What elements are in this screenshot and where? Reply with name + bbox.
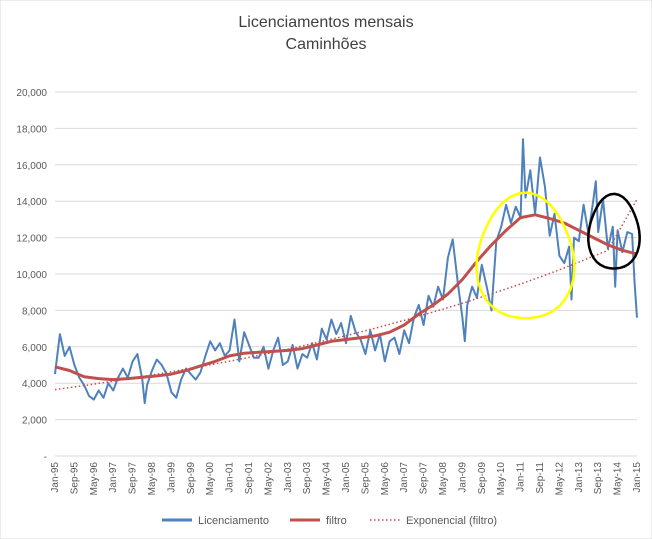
legend: Licenciamento filtro Exponencial (filtro) <box>162 515 497 527</box>
y-tick-label: 16,000 <box>16 161 47 172</box>
x-tick-label: Sep-99 <box>186 462 197 495</box>
x-tick-label: May-12 <box>554 462 565 496</box>
x-tick-label: Jan-07 <box>399 462 410 493</box>
y-axis-ticks: - 2,000 4,000 6,000 8,000 10,000 12,000 14,000 1… <box>16 88 47 463</box>
x-tick-label: Jan-11 <box>516 462 527 492</box>
legend-entry: filtro <box>326 515 347 527</box>
x-axis-ticks: Jan-95 Sep-95 May-96 Jan-97 Sep-97 May-98 Jan-… <box>50 462 643 496</box>
gridlines <box>55 91 637 457</box>
x-tick-label: Sep-09 <box>477 462 488 495</box>
x-tick-label: Sep-97 <box>128 462 139 495</box>
series-group <box>54 138 638 405</box>
y-tick-label: 6,000 <box>22 343 47 354</box>
annotation-ellipse <box>587 192 641 270</box>
y-tick-label: - <box>44 452 47 463</box>
x-tick-label: Sep-01 <box>244 462 255 495</box>
x-tick-label: Jan-15 <box>632 462 643 493</box>
x-tick-label: Sep-11 <box>535 462 546 494</box>
annotation-ellipse <box>475 191 576 320</box>
x-tick-label: Jan-13 <box>574 462 585 493</box>
series-line <box>54 138 638 405</box>
chart-subtitle: Caminhões <box>286 36 367 53</box>
x-tick-label: May-00 <box>205 462 216 496</box>
x-tick-label: May-98 <box>147 462 158 496</box>
x-tick-label: Jan-09 <box>457 462 468 493</box>
x-tick-label: Jan-01 <box>225 462 236 493</box>
y-tick-label: 20,000 <box>16 88 47 99</box>
annotations <box>475 191 641 320</box>
x-tick-label: Jan-05 <box>341 462 352 493</box>
x-tick-label: Sep-13 <box>593 462 604 495</box>
y-tick-label: 14,000 <box>16 197 47 208</box>
x-tick-label: May-06 <box>380 462 391 496</box>
x-tick-label: Sep-03 <box>302 462 313 495</box>
x-tick-label: May-96 <box>89 462 100 496</box>
x-tick-label: Sep-07 <box>419 462 430 495</box>
x-tick-label: Jan-99 <box>166 462 177 493</box>
y-tick-label: 4,000 <box>22 379 47 390</box>
x-tick-label: May-14 <box>613 462 624 496</box>
x-tick-label: Sep-05 <box>360 462 371 495</box>
legend-entry: Exponencial (filtro) <box>406 515 497 527</box>
x-tick-label: Jan-97 <box>108 462 119 493</box>
x-tick-label: May-04 <box>322 462 333 496</box>
y-tick-label: 10,000 <box>16 270 47 281</box>
series-line <box>54 199 638 391</box>
y-tick-label: 8,000 <box>22 306 47 317</box>
x-tick-label: May-02 <box>263 462 274 496</box>
x-tick-label: Sep-95 <box>69 462 80 495</box>
x-tick-label: Jan-95 <box>50 462 61 493</box>
y-tick-label: 2,000 <box>22 416 47 427</box>
x-tick-label: May-10 <box>496 462 507 496</box>
y-tick-label: 18,000 <box>16 124 47 135</box>
x-tick-label: Jan-03 <box>283 462 294 493</box>
y-tick-label: 12,000 <box>16 234 47 245</box>
legend-entry: Licenciamento <box>198 515 269 527</box>
x-tick-label: May-08 <box>438 462 449 496</box>
series-line <box>54 213 638 382</box>
chart-title: Licenciamentos mensais <box>238 14 413 31</box>
